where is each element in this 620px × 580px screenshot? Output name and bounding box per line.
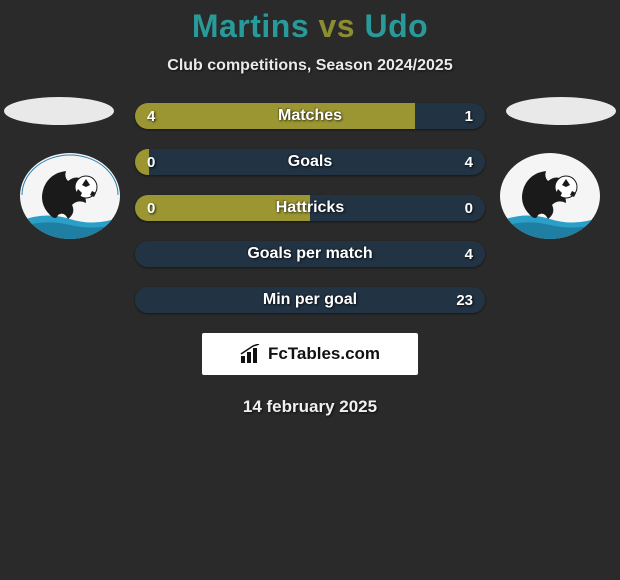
stat-bar: Goals per match4: [135, 241, 485, 267]
subtitle: Club competitions, Season 2024/2025: [0, 57, 620, 75]
barchart-icon: [240, 344, 262, 364]
stat-bar-right-segment: [149, 149, 485, 175]
left-oval-decoration: [4, 97, 114, 125]
player1-name: Martins: [192, 8, 309, 44]
stat-bar: Hattricks00: [135, 195, 485, 221]
comparison-card: Martins vs Udo Club competitions, Season…: [0, 0, 620, 417]
stat-bar-right-segment: [415, 103, 485, 129]
stat-bar: Matches41: [135, 103, 485, 129]
stat-bar-left-segment: [135, 103, 415, 129]
date-text: 14 february 2025: [0, 397, 620, 417]
source-logo-text: FcTables.com: [268, 344, 380, 364]
stat-bar-left-segment: [135, 195, 310, 221]
stat-bar-right-segment: [135, 287, 485, 313]
dolphin-badge-icon: [500, 153, 600, 239]
player1-club-badge: [20, 153, 120, 239]
dolphin-badge-icon: [20, 153, 120, 239]
source-logo: FcTables.com: [240, 344, 380, 364]
player2-club-badge: [500, 153, 600, 239]
stat-bar: Min per goal23: [135, 287, 485, 313]
stat-bar-left-segment: [135, 149, 149, 175]
stats-stage: Matches41 Goals04 Hattricks00 Goals per mat…: [0, 103, 620, 313]
source-logo-box: FcTables.com: [202, 333, 418, 375]
stat-bar-right-segment: [310, 195, 485, 221]
stat-bar: Goals04: [135, 149, 485, 175]
vs-separator: vs: [319, 8, 356, 44]
stat-bar-right-segment: [135, 241, 485, 267]
page-title: Martins vs Udo: [0, 8, 620, 45]
right-oval-decoration: [506, 97, 616, 125]
stat-bars-container: Matches41 Goals04 Hattricks00 Goals per mat…: [135, 103, 485, 313]
player2-name: Udo: [364, 8, 428, 44]
